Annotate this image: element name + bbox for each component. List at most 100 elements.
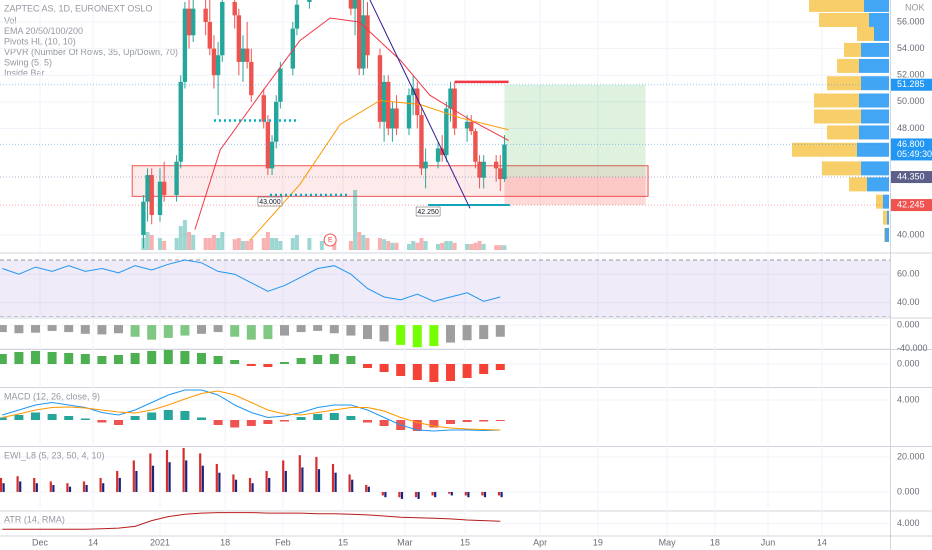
profile-up	[874, 26, 889, 41]
volume-bar	[249, 239, 254, 250]
histogram-bar	[135, 470, 138, 492]
volume-bar	[415, 242, 420, 250]
candle-body	[203, 8, 208, 22]
volume-bar	[241, 241, 245, 250]
histogram-bar	[363, 364, 372, 368]
histogram-bar	[351, 479, 354, 492]
indicator-legend: Inside Bar	[4, 68, 45, 78]
volume-bar	[270, 238, 275, 250]
candle-body	[394, 108, 399, 129]
indicator-legend: VPVR (Number Of Rows, 35, Up/Down, 70)	[4, 47, 178, 57]
profile-up	[869, 12, 889, 27]
histogram-bar	[102, 483, 105, 492]
histogram-bar	[280, 420, 289, 422]
profile-up	[859, 125, 889, 140]
profile-up	[859, 58, 889, 73]
histogram-bar	[363, 325, 372, 340]
histogram-bar	[0, 354, 7, 364]
pane-title: ATR (14, RMA)	[4, 514, 65, 524]
pane	[0, 512, 890, 530]
histogram-bar	[151, 465, 155, 492]
candle-body	[452, 88, 457, 129]
volume-bar	[423, 241, 428, 250]
histogram-bar	[348, 474, 351, 492]
candle-body	[244, 48, 250, 62]
volume-bar	[365, 238, 370, 250]
currency: NOK	[905, 2, 925, 12]
histogram-bar	[147, 412, 157, 420]
histogram-bar	[495, 325, 505, 337]
volume-bar	[191, 235, 196, 250]
volume-bar	[307, 238, 312, 250]
profile-up	[859, 93, 889, 108]
volume-bar	[361, 235, 366, 250]
candle-body	[377, 55, 383, 122]
histogram-bar	[329, 413, 339, 420]
volume-bar	[274, 238, 279, 250]
candle-body	[269, 141, 275, 169]
volume-bar	[481, 244, 486, 250]
candle-body	[220, 1, 225, 56]
volume-bar	[187, 232, 192, 250]
histogram-bar	[0, 477, 3, 492]
profile-up	[861, 161, 889, 176]
histogram-bar	[215, 463, 218, 492]
histogram-bar	[14, 415, 24, 420]
candle-body	[249, 61, 254, 96]
y-tick-label: 4.000	[897, 394, 920, 404]
candle-body	[448, 88, 453, 109]
histogram-bar	[479, 325, 489, 340]
histogram-bar	[251, 483, 254, 492]
candle-body	[157, 181, 163, 215]
volume-bar	[145, 232, 150, 250]
histogram-bar	[265, 470, 268, 492]
histogram-bar	[97, 420, 107, 423]
histogram-bar	[234, 479, 238, 492]
price-label-box	[891, 138, 932, 161]
y-tick-label: 20.000	[897, 451, 925, 461]
histogram-bar	[398, 491, 401, 498]
candle-body	[274, 101, 279, 142]
candle-body	[278, 68, 283, 102]
candle-body	[419, 115, 424, 169]
volume-bar	[452, 242, 457, 250]
volume-bar	[220, 232, 225, 250]
histogram-bar	[47, 325, 57, 331]
volume-bar	[394, 242, 399, 250]
histogram-bar	[213, 325, 223, 333]
histogram-bar	[467, 491, 470, 498]
profile-up	[857, 142, 889, 157]
histogram-bar	[500, 491, 503, 498]
histogram-bar	[284, 470, 287, 492]
price-label: 46.800	[897, 139, 925, 149]
profile-up	[864, 0, 889, 12]
profile-down	[883, 210, 887, 225]
histogram-bar	[346, 356, 356, 364]
histogram-bar	[396, 325, 406, 345]
histogram-bar	[379, 364, 389, 372]
profile-down	[822, 161, 861, 176]
profile-down	[814, 93, 859, 108]
profile-down	[849, 177, 867, 192]
volume-bar	[469, 244, 474, 250]
histogram-bar	[263, 420, 273, 424]
candle-body	[236, 15, 242, 62]
histogram-bar	[296, 417, 306, 420]
volume-bar	[390, 242, 395, 250]
candle-body	[481, 161, 486, 178]
histogram-bar	[434, 491, 437, 498]
histogram-bar	[14, 325, 24, 334]
histogram-bar	[182, 448, 185, 492]
histogram-bar	[381, 491, 384, 496]
ema-line	[194, 17, 509, 230]
volume-bar	[440, 242, 445, 250]
histogram-bar	[367, 486, 370, 492]
indicator-legend: Vol	[4, 15, 17, 25]
histogram-bar	[180, 351, 190, 364]
y-tick-label: 40.00	[897, 297, 920, 307]
histogram-bar	[130, 416, 140, 420]
histogram-bar	[448, 491, 451, 494]
histogram-bar	[230, 360, 240, 364]
trendline	[369, 0, 471, 209]
